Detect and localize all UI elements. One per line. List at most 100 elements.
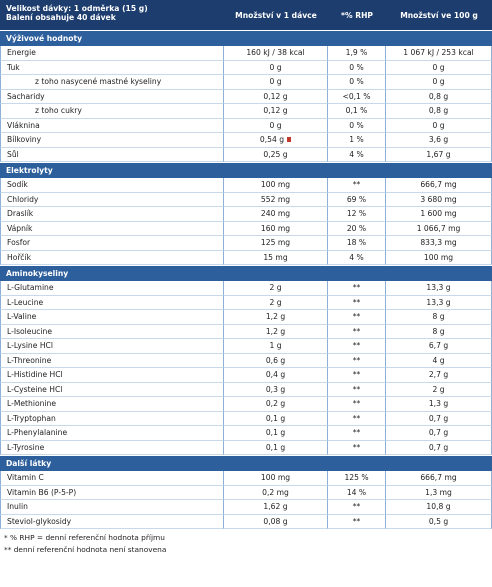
- cell-text: **: [352, 516, 361, 526]
- cell-value: 0 g: [224, 60, 328, 75]
- table-row: Inulin 1,62 g ** 10,8 g: [0, 500, 492, 515]
- table-row: L-Leucine 2 g ** 13,3 g: [0, 295, 492, 310]
- row-label: Vitamin C: [0, 471, 224, 486]
- row-label: L-Cysteine HCl: [0, 382, 224, 397]
- cell-text: 0,7 g: [428, 428, 449, 438]
- row-label: Steviol-glykosidy: [0, 514, 224, 529]
- cell-value: **: [328, 426, 386, 441]
- table-row: Tuk 0 g 0 % 0 g: [0, 60, 492, 75]
- cell-text: **: [352, 297, 361, 307]
- cell-value: 2,7 g: [386, 368, 492, 383]
- cell-text: 160 kJ / 38 kcal: [246, 48, 305, 58]
- table-row: Draslík 240 mg 12 % 1 600 mg: [0, 207, 492, 222]
- footnotes: * % RHP = denní referenční hodnota příjm…: [0, 529, 492, 558]
- cell-text: 0 g: [269, 120, 282, 130]
- cell-text: 0,25 g: [263, 149, 288, 159]
- cell-text: 1,2 g: [265, 312, 286, 322]
- cell-value: 1,2 g: [224, 324, 328, 339]
- cell-text: L-Tryptophan: [7, 413, 56, 423]
- row-label: Vláknina: [0, 118, 224, 133]
- cell-text: 8 g: [432, 312, 445, 322]
- footnote: ** denní referenční hodnota není stanove…: [4, 545, 167, 554]
- cell-text: 0,1 g: [265, 442, 286, 452]
- cell-text: 1,62 g: [263, 502, 288, 512]
- cell-value: 0 %: [328, 75, 386, 90]
- cell-text: 4 %: [349, 252, 364, 262]
- row-label: Fosfor: [0, 236, 224, 251]
- cell-text: Energie: [7, 48, 36, 58]
- cell-text: 3 680 mg: [420, 194, 457, 204]
- row-label: L-Glutamine: [0, 281, 224, 296]
- cell-value: 0,4 g: [224, 368, 328, 383]
- cell-text: 18 %: [346, 238, 367, 248]
- table-row: Sodík 100 mg ** 666,7 mg: [0, 178, 492, 193]
- cell-text: 4 g: [432, 355, 445, 365]
- cell-value: 0,3 g: [224, 382, 328, 397]
- cell-value: 8 g: [386, 310, 492, 325]
- cell-value: **: [328, 310, 386, 325]
- cell-text: **: [352, 355, 361, 365]
- cell-text: Fosfor: [7, 238, 31, 248]
- cell-value: 160 kJ / 38 kcal: [224, 46, 328, 61]
- cell-text: 0,7 g: [428, 442, 449, 452]
- column-header: Množství ve 100 g: [400, 10, 478, 20]
- cell-text: Chloridy: [7, 194, 39, 204]
- cell-text: z toho cukry: [35, 106, 82, 116]
- table-row: L-Methionine 0,2 g ** 1,3 g: [0, 397, 492, 412]
- row-label: L-Leucine: [0, 295, 224, 310]
- cell-text: L-Histidine HCl: [7, 370, 63, 380]
- row-label: Inulin: [0, 500, 224, 515]
- cell-text: 100 mg: [260, 180, 291, 190]
- cell-text: Vitamin B6 (P-5-P): [7, 487, 77, 497]
- row-label: L-Tryptophan: [0, 411, 224, 426]
- cell-text: Sodík: [7, 180, 28, 190]
- cell-value: 0,1 %: [328, 104, 386, 119]
- cell-value: 2 g: [224, 281, 328, 296]
- cell-value: 833,3 mg: [386, 236, 492, 251]
- cell-text: L-Threonine: [7, 355, 52, 365]
- cell-text: **: [352, 283, 361, 293]
- cell-text: 0,08 g: [263, 516, 288, 526]
- row-label: L-Valine: [0, 310, 224, 325]
- cell-text: 2 g: [269, 297, 282, 307]
- cell-value: 1 066,7 mg: [386, 221, 492, 236]
- cell-text: **: [352, 413, 361, 423]
- cell-value: 3 680 mg: [386, 192, 492, 207]
- cell-value: **: [328, 339, 386, 354]
- cell-value: 13,3 g: [386, 295, 492, 310]
- cell-value: 4 %: [328, 250, 386, 265]
- column-header: Množství v 1 dávce: [235, 10, 317, 20]
- row-label: Vitamin B6 (P-5-P): [0, 485, 224, 500]
- cell-value: 0,8 g: [386, 104, 492, 119]
- cell-text: 0 %: [349, 120, 364, 130]
- cell-text: 69 %: [346, 194, 367, 204]
- row-label: z toho cukry: [0, 104, 224, 119]
- cell-text: **: [352, 428, 361, 438]
- section-header: Aminokyseliny: [0, 265, 492, 281]
- cell-text: 0,5 g: [428, 516, 449, 526]
- cell-value: 0,25 g: [224, 147, 328, 162]
- cell-text: 4 %: [349, 149, 364, 159]
- row-label: z toho nasycené mastné kyseliny: [0, 75, 224, 90]
- cell-value: 4 %: [328, 147, 386, 162]
- cell-text: **: [352, 384, 361, 394]
- table-row: L-Cysteine HCl 0,3 g ** 2 g: [0, 382, 492, 397]
- cell-text: L-Glutamine: [7, 283, 54, 293]
- cell-value: 1,2 g: [224, 310, 328, 325]
- icon: [287, 137, 292, 143]
- cell-value: 2 g: [224, 295, 328, 310]
- cell-value: 0,7 g: [386, 440, 492, 455]
- table-row: L-Glutamine 2 g ** 13,3 g: [0, 281, 492, 296]
- table-row: L-Phenylalanine 0,1 g ** 0,7 g: [0, 426, 492, 441]
- cell-text: 0 g: [432, 120, 445, 130]
- table-row: L-Histidine HCl 0,4 g ** 2,7 g: [0, 368, 492, 383]
- cell-text: 552 mg: [260, 194, 291, 204]
- cell-value: 8 g: [386, 324, 492, 339]
- table-row: Sacharidy 0,12 g <0,1 % 0,8 g: [0, 89, 492, 104]
- cell-value: **: [328, 514, 386, 529]
- cell-text: 1 066,7 mg: [416, 223, 461, 233]
- table-row: z toho nasycené mastné kyseliny 0 g 0 % 0 g: [0, 75, 492, 90]
- row-label: Chloridy: [0, 192, 224, 207]
- cell-value: **: [328, 178, 386, 193]
- cell-value: 13,3 g: [386, 281, 492, 296]
